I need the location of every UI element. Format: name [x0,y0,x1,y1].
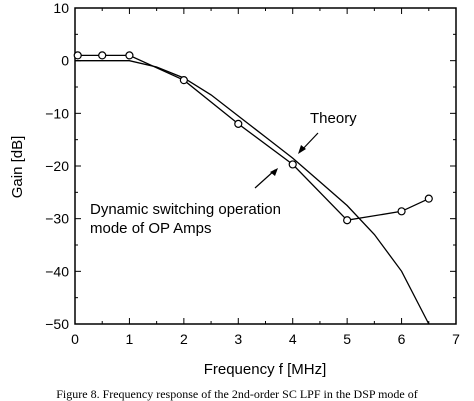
y-tick-label: 10 [53,0,69,16]
data-point [125,51,134,60]
series-line-0 [75,60,430,325]
dsp-annotation-line1: Dynamic switching operation [90,201,281,218]
x-axis-title: Frequency f [MHz] [204,361,327,378]
data-point [179,76,188,85]
axis-ticks [74,7,457,325]
data-point [98,51,107,60]
dsp-annotation-line2: mode of OP Amps [90,220,211,237]
y-tick-label: −40 [45,263,69,279]
x-tick-label: 4 [289,331,297,347]
theory-annotation: Theory [310,110,357,127]
data-point [234,119,243,128]
dsp-arrowhead [270,168,278,176]
data-point [397,207,406,216]
data-point [288,160,297,169]
x-tick-label: 2 [180,331,188,347]
markers-layer [73,51,433,225]
y-tick-label: −50 [45,316,69,332]
x-tick-label: 6 [398,331,406,347]
x-tick-label: 3 [234,331,242,347]
x-tick-label: 0 [71,331,79,347]
x-tick-label: 5 [343,331,351,347]
data-point [73,51,82,60]
series-line-1 [77,54,430,221]
figure-caption: Figure 8. Frequency response of the 2nd-… [56,387,418,401]
data-point [424,194,433,203]
y-tick-label: −30 [45,211,69,227]
y-tick-label: 0 [61,53,69,69]
y-tick-label: −20 [45,158,69,174]
series-layer [75,54,430,325]
x-tick-label: 7 [452,331,460,347]
y-tick-label: −10 [45,105,69,121]
y-axis-title: Gain [dB] [9,136,26,199]
tick-labels: 0 1 2 3 4 5 6 7 10 0 −10 −20 −30 −40 −50 [45,0,460,347]
theory-arrowhead [298,145,306,154]
x-tick-label: 1 [126,331,134,347]
data-point [343,216,352,225]
